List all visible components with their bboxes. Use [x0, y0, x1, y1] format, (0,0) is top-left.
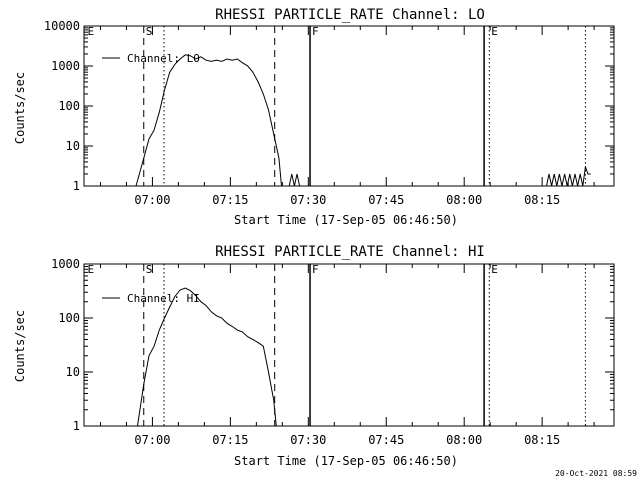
series-line — [546, 166, 591, 187]
series-line — [288, 173, 301, 187]
x-tick-label: 08:00 — [446, 193, 482, 207]
x-tick-label: 07:00 — [134, 433, 170, 447]
timestamp-stamp: 20-Oct-2021 08:59 — [555, 469, 637, 478]
y-tick-label: 10 — [66, 139, 80, 153]
y-axis-hi: 1 10 100 1000 — [51, 257, 614, 433]
legend-lo: Channel: LO — [102, 52, 200, 65]
event-marker-label: E — [88, 263, 95, 276]
x-tick-label: 08:00 — [446, 433, 482, 447]
y-axis-label-hi: Counts/sec — [13, 310, 27, 382]
x-axis-label-lo: Start Time (17-Sep-05 06:46:50) — [234, 213, 458, 227]
event-marker-label: S — [146, 263, 153, 276]
event-marker-label: S — [146, 25, 153, 38]
x-tick-label: 07:00 — [134, 193, 170, 207]
x-axis-lo: 07:00 07:15 07:30 07:45 08:00 08:15 — [99, 26, 595, 207]
x-axis-hi: 07:00 07:15 07:30 07:45 08:00 08:15 — [99, 264, 595, 447]
chart-title-lo: RHESSI PARTICLE_RATE Channel: LO — [215, 7, 485, 23]
legend-label-hi: Channel: HI — [127, 292, 200, 305]
plot-frame-lo — [83, 25, 615, 187]
x-tick-label: 07:15 — [212, 433, 248, 447]
panel-hi: RHESSI PARTICLE_RATE Channel: HI 1101001… — [13, 244, 615, 468]
legend-hi: Channel: HI — [102, 292, 200, 305]
event-marker-label: E — [88, 25, 95, 38]
x-tick-label: 07:15 — [212, 193, 248, 207]
x-tick-label: 07:45 — [368, 193, 404, 207]
x-axis-label-hi: Start Time (17-Sep-05 06:46:50) — [234, 454, 458, 468]
event-marker-label: E — [491, 25, 498, 38]
y-axis-label-lo: Counts/sec — [13, 72, 27, 144]
plot-frame-hi — [83, 263, 615, 427]
y-tick-label: 100 — [58, 99, 80, 113]
y-tick-label: 100 — [58, 311, 80, 325]
y-axis-lo: 1 10 100 1000 10000 — [44, 19, 614, 193]
x-tick-label: 07:30 — [290, 433, 326, 447]
series-line — [137, 287, 277, 427]
y-tick-label: 1 — [73, 179, 80, 193]
y-tick-label: 1 — [73, 419, 80, 433]
y-tick-label: 10 — [66, 365, 80, 379]
panel-lo: RHESSI PARTICLE_RATE Channel: LO 1101001… — [13, 7, 615, 227]
legend-label-lo: Channel: LO — [127, 52, 200, 65]
event-marker-label: E — [491, 263, 498, 276]
y-tick-label: 1000 — [51, 257, 80, 271]
x-tick-label: 07:30 — [290, 193, 326, 207]
series-hi — [137, 287, 277, 427]
event-marker-label: F — [312, 25, 319, 38]
x-tick-label: 08:15 — [524, 193, 560, 207]
chart-title-hi: RHESSI PARTICLE_RATE Channel: HI — [215, 244, 485, 260]
series-line — [135, 54, 282, 187]
x-tick-label: 08:15 — [524, 433, 560, 447]
y-tick-label: 1000 — [51, 59, 80, 73]
event-marker-label: F — [312, 263, 319, 276]
x-tick-label: 07:45 — [368, 433, 404, 447]
series-lo — [135, 54, 591, 187]
y-tick-label: 10000 — [44, 19, 80, 33]
